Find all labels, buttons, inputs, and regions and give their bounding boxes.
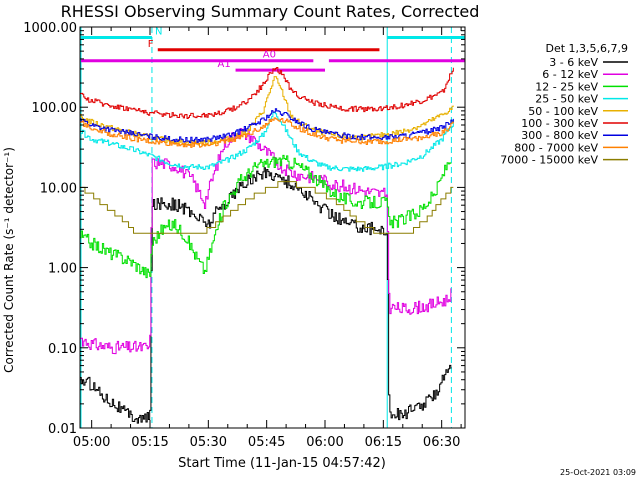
y-tick-label: 100.00 xyxy=(32,101,78,116)
plot-frame xyxy=(79,26,466,429)
x-tick-label: 05:45 xyxy=(248,435,285,450)
legend-entry-label: 3 - 6 keV xyxy=(549,56,598,69)
legend-entry-label: 25 - 50 keV xyxy=(535,93,598,106)
flag-label-a0: A0 xyxy=(263,50,276,61)
x-tick-label: 05:00 xyxy=(73,435,110,450)
flag-label-f: F xyxy=(148,39,154,50)
y-tick-label: 0.01 xyxy=(48,422,77,437)
x-axis-label: Start Time (11-Jan-15 04:57:42) xyxy=(178,456,386,471)
y-tick-label: 0.10 xyxy=(48,342,77,357)
y-axis-label: Corrected Count Rate (s⁻¹ detector⁻¹) xyxy=(2,147,16,373)
legend-entry-label: 12 - 25 keV xyxy=(535,80,598,93)
legend-entry-label: 50 - 100 keV xyxy=(528,105,598,118)
legend-entry-label: 800 - 7000 keV xyxy=(514,141,598,154)
series-line-0 xyxy=(80,167,452,424)
footer-timestamp: 25-Oct-2021 03:09 xyxy=(560,468,636,477)
x-tick-label: 06:15 xyxy=(365,435,402,450)
flag-label-a1: A1 xyxy=(218,59,231,70)
flag-label-n: N xyxy=(155,26,162,37)
series-line-6 xyxy=(80,108,454,144)
y-axis-ticks: 1000.00 100.00 10.00 1.00 0.10 0.01 xyxy=(23,21,465,437)
legend-entry-label: 100 - 300 keV xyxy=(521,117,598,130)
y-tick-label: 10.00 xyxy=(40,181,77,196)
legend-entry-label: 300 - 800 keV xyxy=(521,129,598,142)
x-tick-label: 06:00 xyxy=(306,435,343,450)
series-line-8 xyxy=(80,181,454,234)
y-tick-label: 1000.00 xyxy=(23,21,77,36)
series-line-7 xyxy=(80,117,454,148)
series-line-3 xyxy=(80,111,454,172)
x-tick-label: 05:15 xyxy=(131,435,168,450)
legend-title: Det 1,3,5,6,7,9 xyxy=(545,42,628,55)
x-axis-ticks: 05:00 05:15 05:30 05:45 06:00 06:15 06:30 xyxy=(73,27,462,450)
legend-entry-label: 7000 - 15000 keV xyxy=(500,154,598,167)
chart-title: RHESSI Observing Summary Count Rates, Co… xyxy=(61,2,480,21)
series-lines xyxy=(80,67,454,424)
x-tick-label: 06:30 xyxy=(423,435,460,450)
legend-entry-label: 6 - 12 keV xyxy=(542,68,598,81)
y-tick-label: 1.00 xyxy=(48,262,77,277)
series-line-5 xyxy=(80,67,454,119)
series-line-1 xyxy=(80,128,452,355)
series-line-2 xyxy=(80,154,452,279)
x-tick-label: 05:30 xyxy=(190,435,227,450)
